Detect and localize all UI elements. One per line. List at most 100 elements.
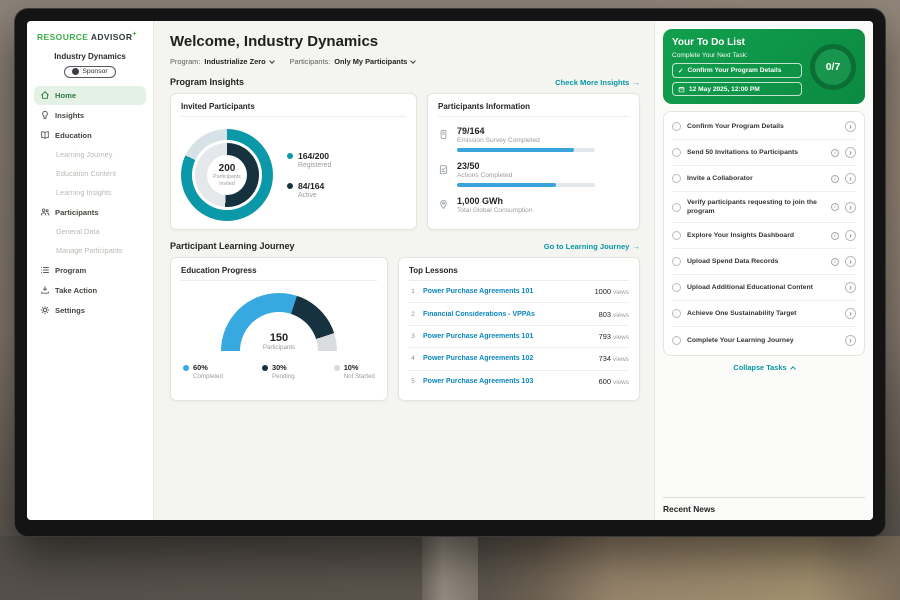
- lesson-row: 5 Power Purchase Agreements 103 600 views: [409, 371, 629, 392]
- sidebar-item-general-data[interactable]: General Data: [34, 223, 146, 241]
- chevron-right-icon[interactable]: ›: [845, 121, 856, 132]
- main-content: Welcome, Industry Dynamics Program: Indu…: [154, 21, 654, 520]
- chevron-right-icon[interactable]: ›: [845, 308, 856, 320]
- lesson-link[interactable]: Financial Considerations - VPPAs: [423, 310, 535, 318]
- todo-task-row[interactable]: Invite a Collaborator i ›: [672, 166, 856, 192]
- legend-item-registered: 164/200 Registered: [287, 151, 331, 169]
- stat-label: Actions Completed: [457, 172, 513, 179]
- info-icon[interactable]: i: [831, 148, 839, 157]
- todo-task-row[interactable]: Upload Additional Educational Content ›: [672, 275, 856, 302]
- lesson-link[interactable]: Power Purchase Agreements 103: [423, 377, 534, 385]
- todo-panel: Your To Do List Complete Your Next Task:…: [654, 21, 873, 520]
- gauge-center: 150 Participants: [221, 332, 337, 351]
- sidebar-item-insights[interactable]: Insights: [34, 106, 146, 125]
- lesson-row: 1 Power Purchase Agreements 101 1000 view…: [409, 281, 629, 304]
- chevron-down-icon: [268, 57, 275, 64]
- lesson-rank: 3: [411, 332, 415, 340]
- sponsor-badge[interactable]: Sponsor: [64, 65, 116, 78]
- card-title: Education Progress: [181, 266, 377, 281]
- chevron-right-icon[interactable]: ›: [845, 147, 856, 158]
- sidebar-item-take-action[interactable]: Take Action: [34, 281, 146, 300]
- legend-item-not-started: 10% Not Started: [333, 363, 375, 380]
- sidebar-item-participants[interactable]: Participants: [34, 203, 146, 222]
- sidebar-item-label: Learning Insights: [56, 188, 112, 198]
- page-title: Welcome, Industry Dynamics: [170, 33, 379, 50]
- chevron-right-icon[interactable]: ›: [845, 334, 856, 346]
- legend-value: 30%: [271, 363, 287, 372]
- legend-label: Not Started: [343, 373, 375, 380]
- gauge-center-value: 150: [269, 332, 289, 344]
- sidebar-item-program[interactable]: Program: [34, 261, 146, 280]
- stat-label: Emission Survey Completed: [457, 137, 540, 144]
- org-name: Industry Dynamics: [54, 51, 126, 61]
- info-icon[interactable]: i: [831, 231, 839, 240]
- legend-value: 10%: [343, 363, 359, 372]
- participants-filter[interactable]: Participants: Only My Participants: [290, 57, 417, 66]
- lesson-row: 2 Financial Considerations - VPPAs 803 vi…: [409, 303, 629, 326]
- calendar-icon: [678, 86, 685, 92]
- sidebar-item-education-content[interactable]: Education Content: [34, 165, 146, 183]
- legend-item-active: 84/164 Active: [287, 181, 331, 199]
- todo-task-row[interactable]: Send 50 Invitations to Participants i ›: [672, 140, 856, 166]
- sidebar-item-home[interactable]: Home: [34, 85, 146, 105]
- stat-value: 79/164: [457, 126, 485, 136]
- lesson-link[interactable]: Power Purchase Agreements 101: [423, 332, 534, 340]
- task-checkbox[interactable]: [672, 335, 681, 345]
- sidebar-item-label: Education: [55, 130, 92, 140]
- collapse-tasks-button[interactable]: Collapse Tasks: [663, 363, 865, 372]
- task-checkbox[interactable]: [672, 202, 681, 212]
- next-task-label: Confirm Your Program Details: [687, 67, 782, 74]
- check-icon: ✓: [678, 67, 684, 75]
- todo-task-row[interactable]: Complete Your Learning Journey ›: [672, 327, 856, 353]
- task-checkbox[interactable]: [672, 231, 681, 241]
- task-label: Upload Additional Educational Content: [687, 284, 813, 292]
- info-icon[interactable]: i: [831, 174, 839, 183]
- monitor-frame: RESOURCE ADVISOR+ Industry Dynamics Spon…: [14, 8, 886, 537]
- stat-label: Total Global Consumption: [457, 207, 533, 214]
- info-icon[interactable]: i: [831, 257, 839, 266]
- task-checkbox[interactable]: [672, 283, 681, 293]
- next-task-box[interactable]: ✓ Confirm Your Program Details: [672, 63, 802, 78]
- chevron-right-icon[interactable]: ›: [845, 201, 856, 213]
- todo-task-row[interactable]: Upload Spend Data Records i ›: [672, 249, 856, 276]
- legend-value: 84/164: [298, 181, 325, 191]
- check-more-insights-link[interactable]: Check More Insights →: [555, 78, 640, 87]
- gear-icon: [40, 305, 50, 315]
- collapse-label: Collapse Tasks: [733, 363, 787, 373]
- sidebar-item-settings[interactable]: Settings: [34, 301, 146, 320]
- task-checkbox[interactable]: [672, 309, 681, 319]
- task-checkbox[interactable]: [672, 122, 681, 131]
- task-checkbox[interactable]: [672, 174, 681, 183]
- chevron-up-icon: [789, 366, 796, 372]
- info-icon[interactable]: i: [831, 203, 839, 212]
- logo-resource: RESOURCE: [37, 31, 89, 42]
- logo-advisor: ADVISOR: [90, 31, 133, 42]
- program-filter-label: Program:: [170, 57, 201, 66]
- chevron-right-icon[interactable]: ›: [845, 173, 856, 184]
- go-to-learning-journey-link[interactable]: Go to Learning Journey →: [544, 242, 640, 251]
- legend-item-pending: 30% Pending: [261, 363, 295, 380]
- task-checkbox[interactable]: [672, 148, 681, 157]
- task-label: Verify participants requesting to join t…: [687, 199, 817, 216]
- lesson-link[interactable]: Power Purchase Agreements 102: [423, 355, 534, 363]
- app-logo: RESOURCE ADVISOR+: [34, 31, 146, 42]
- todo-header-card: Your To Do List Complete Your Next Task:…: [663, 29, 865, 104]
- lesson-link[interactable]: Power Purchase Agreements 101: [423, 288, 534, 296]
- todo-task-row[interactable]: Achieve One Sustainability Target ›: [672, 301, 856, 328]
- program-filter[interactable]: Program: Industrialize Zero: [170, 57, 275, 66]
- todo-task-row[interactable]: Explore Your Insights Dashboard i ›: [672, 223, 856, 250]
- task-checkbox[interactable]: [672, 257, 681, 267]
- education-progress-card: Education Progress 150 Participants: [170, 257, 388, 401]
- home-icon: [40, 90, 50, 100]
- chevron-right-icon[interactable]: ›: [845, 256, 856, 268]
- sidebar-item-learning-journey[interactable]: Learning Journey: [34, 146, 146, 164]
- legend-label: Active: [298, 192, 317, 199]
- sidebar-item-education[interactable]: Education: [34, 126, 146, 145]
- todo-task-row[interactable]: Confirm Your Program Details ›: [672, 114, 856, 140]
- chevron-right-icon[interactable]: ›: [845, 282, 856, 294]
- sidebar-item-manage-participants[interactable]: Manage Participants: [34, 242, 146, 260]
- todo-task-row[interactable]: Verify participants requesting to join t…: [672, 192, 856, 224]
- chevron-right-icon[interactable]: ›: [845, 230, 856, 242]
- list-icon: [40, 265, 50, 275]
- sidebar-item-learning-insights[interactable]: Learning Insights: [34, 184, 146, 202]
